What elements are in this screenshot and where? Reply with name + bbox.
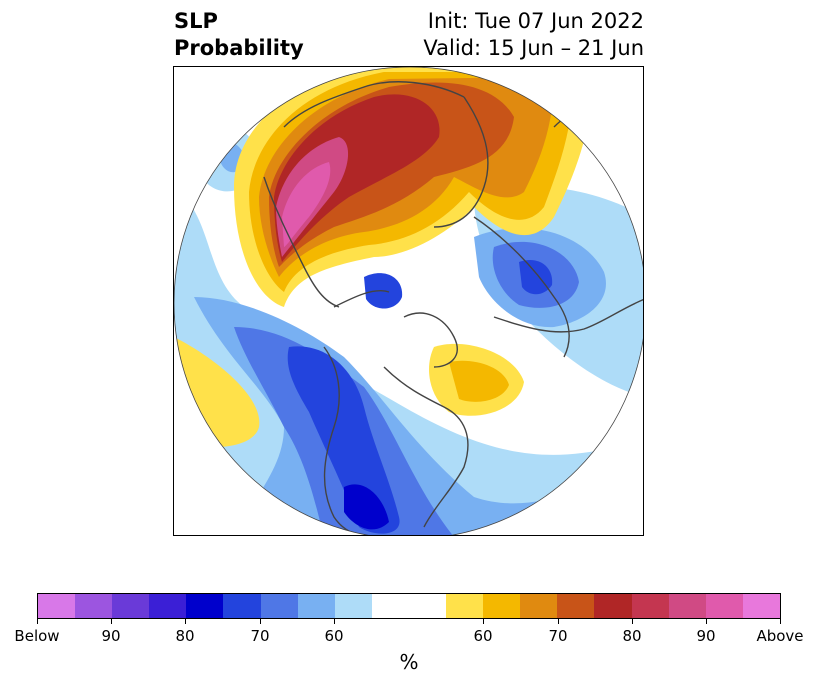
cbar-tick: [260, 619, 261, 624]
cbar-seg: [446, 594, 484, 618]
cbar-tick: [111, 619, 112, 624]
cbar-label: 80: [622, 627, 642, 645]
cbar-seg: [186, 594, 224, 618]
plot-title: SLP Probability: [174, 8, 304, 62]
polar-map: [173, 66, 644, 536]
probability-field: [174, 67, 643, 535]
cbar-label: 80: [175, 627, 195, 645]
colorbar: [37, 593, 781, 619]
above-magenta-core: [282, 162, 331, 247]
title-line-variable: SLP: [174, 9, 218, 33]
cbar-seg: [297, 594, 335, 618]
cbar-label: 70: [548, 627, 568, 645]
title-line-type: Probability: [174, 36, 304, 60]
cbar-seg: [557, 594, 595, 618]
cbar-tick: [780, 619, 781, 624]
init-date: Init: Tue 07 Jun 2022: [427, 9, 644, 33]
cbar-seg: [668, 594, 706, 618]
cbar-seg: [75, 594, 113, 618]
cbar-label: 60: [324, 627, 344, 645]
cbar-tick: [706, 619, 707, 624]
above-red-eurasia: [274, 94, 440, 262]
below-strong-south: [344, 484, 389, 530]
cbar-label: 70: [250, 627, 270, 645]
cbar-tick: [632, 619, 633, 624]
cbar-seg: [112, 594, 150, 618]
colorbar-unit: %: [399, 650, 419, 674]
cbar-seg: [334, 594, 372, 618]
valid-range: Valid: 15 Jun – 21 Jun: [423, 36, 644, 60]
cbar-seg: [520, 594, 558, 618]
cbar-tick: [483, 619, 484, 624]
cbar-tick: [558, 619, 559, 624]
cbar-seg: [260, 594, 298, 618]
cbar-seg-above: [742, 594, 780, 618]
below-east-strong: [519, 259, 553, 295]
cbar-label-above: Above: [756, 627, 804, 645]
cbar-seg: [594, 594, 632, 618]
cbar-seg-neutral: [371, 594, 447, 618]
cbar-tick: [334, 619, 335, 624]
cbar-label: 90: [101, 627, 121, 645]
date-info: Init: Tue 07 Jun 2022 Valid: 15 Jun – 21…: [423, 8, 644, 62]
cbar-seg: [223, 594, 261, 618]
cbar-seg-below: [38, 594, 76, 618]
cbar-seg: [483, 594, 521, 618]
cbar-tick: [37, 619, 38, 624]
map-svg: [174, 67, 643, 535]
cbar-seg: [149, 594, 187, 618]
cbar-tick: [185, 619, 186, 624]
cbar-seg: [631, 594, 669, 618]
below-strong-na: [287, 346, 400, 534]
cbar-label: 90: [696, 627, 716, 645]
cbar-seg: [705, 594, 743, 618]
above-gold-atlantic: [449, 360, 509, 402]
cbar-label: 60: [473, 627, 493, 645]
cbar-label-below: Below: [14, 627, 60, 645]
